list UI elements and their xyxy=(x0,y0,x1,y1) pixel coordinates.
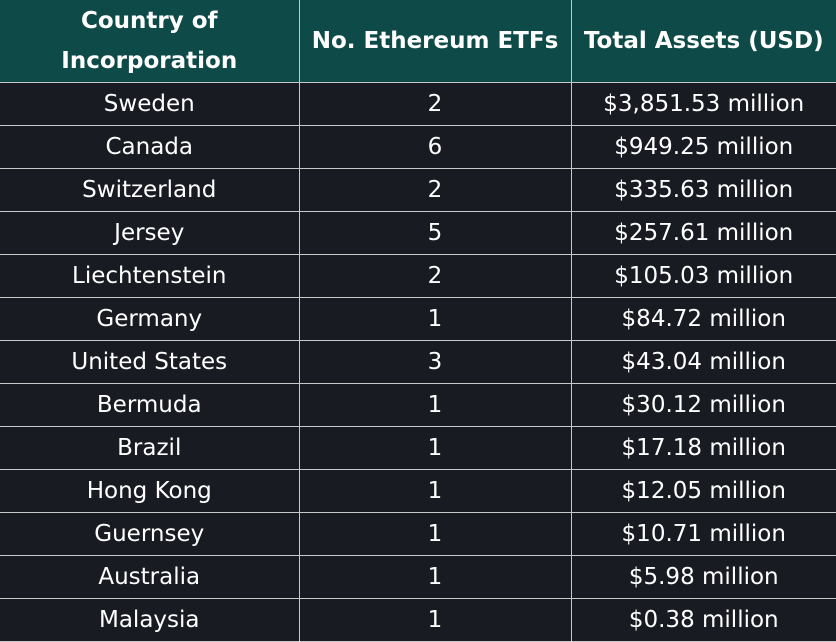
table-cell: 1 xyxy=(298,512,572,556)
header-text: No. Ethereum ETFs xyxy=(311,28,559,54)
table-cell: 2 xyxy=(298,254,572,298)
table-row: Malaysia 1 $0.38 million xyxy=(0,598,836,642)
table-cell: Guernsey xyxy=(0,512,300,556)
header-row: Country of Incorporation No. Ethereum ETF… xyxy=(0,0,836,83)
table-row: Germany 1 $84.72 million xyxy=(0,297,836,341)
table-cell: $17.18 million xyxy=(570,426,836,470)
table-cell: $30.12 million xyxy=(570,383,836,427)
table-cell: $43.04 million xyxy=(570,340,836,384)
table-cell: 1 xyxy=(298,598,572,642)
header-cell: No. Ethereum ETFs xyxy=(298,0,572,83)
header-cell: Country of Incorporation xyxy=(0,0,300,83)
table-row: Jersey 5 $257.61 million xyxy=(0,211,836,255)
table-cell: $949.25 million xyxy=(570,125,836,169)
table-cell: Germany xyxy=(0,297,300,341)
table-cell: Malaysia xyxy=(0,598,300,642)
table-cell: 3 xyxy=(298,340,572,384)
table-row: Switzerland 2 $335.63 million xyxy=(0,168,836,212)
table-cell: 1 xyxy=(298,426,572,470)
table-cell: $10.71 million xyxy=(570,512,836,556)
table-cell: Switzerland xyxy=(0,168,300,212)
table-cell: $12.05 million xyxy=(570,469,836,513)
table-row: Canada 6 $949.25 million xyxy=(0,125,836,169)
table-cell: 2 xyxy=(298,168,572,212)
table-row: Hong Kong 1 $12.05 million xyxy=(0,469,836,513)
table-cell: Liechtenstein xyxy=(0,254,300,298)
table-cell: $335.63 million xyxy=(570,168,836,212)
table-cell: Hong Kong xyxy=(0,469,300,513)
table-cell: Jersey xyxy=(0,211,300,255)
table-body: Sweden 2 $3,851.53 million Canada 6 $949.25 m… xyxy=(0,82,836,642)
header-cell: Total Assets (USD) xyxy=(570,0,836,83)
table-cell: 6 xyxy=(298,125,572,169)
table-row: United States 3 $43.04 million xyxy=(0,340,836,384)
header-text: Country of Incorporation xyxy=(61,8,238,74)
table-row: Australia 1 $5.98 million xyxy=(0,555,836,599)
table-row: Liechtenstein 2 $105.03 million xyxy=(0,254,836,298)
table-cell: $3,851.53 million xyxy=(570,82,836,126)
table-cell: 1 xyxy=(298,469,572,513)
table-cell: United States xyxy=(0,340,300,384)
table-cell: $0.38 million xyxy=(570,598,836,642)
table-cell: $105.03 million xyxy=(570,254,836,298)
table-cell: 5 xyxy=(298,211,572,255)
table-row: Guernsey 1 $10.71 million xyxy=(0,512,836,556)
header-text: Total Assets (USD) xyxy=(583,28,824,54)
table-cell: $257.61 million xyxy=(570,211,836,255)
table-row: Brazil 1 $17.18 million xyxy=(0,426,836,470)
table-cell: Brazil xyxy=(0,426,300,470)
table-cell: Bermuda xyxy=(0,383,300,427)
table-cell: Australia xyxy=(0,555,300,599)
table-cell: Canada xyxy=(0,125,300,169)
table-cell: 1 xyxy=(298,383,572,427)
table-cell: $5.98 million xyxy=(570,555,836,599)
table-cell: 1 xyxy=(298,297,572,341)
table-cell: 1 xyxy=(298,555,572,599)
table-row: Sweden 2 $3,851.53 million xyxy=(0,82,836,126)
table-cell: $84.72 million xyxy=(570,297,836,341)
table-row: Bermuda 1 $30.12 million xyxy=(0,383,836,427)
table-cell: 2 xyxy=(298,82,572,126)
table-cell: Sweden xyxy=(0,82,300,126)
